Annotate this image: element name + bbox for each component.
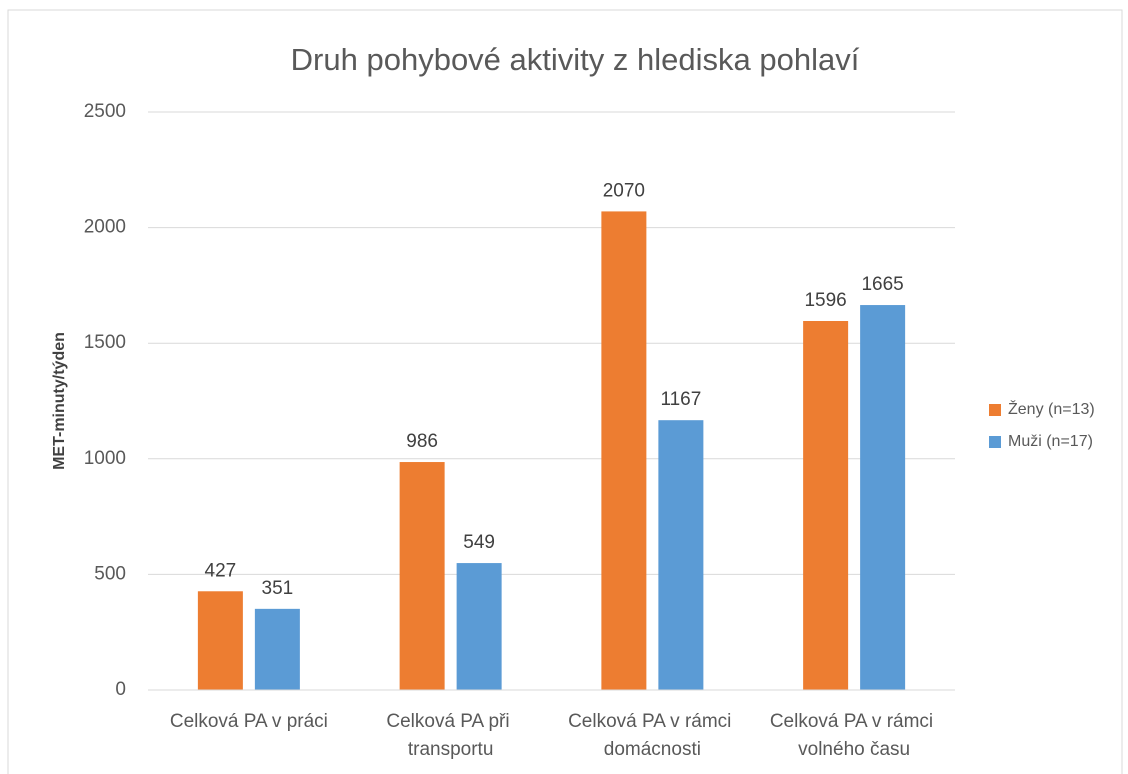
x-tick-label: Celková PA při transportu xyxy=(386,711,514,760)
bar xyxy=(658,420,704,690)
y-tick-label: 0 xyxy=(115,679,126,700)
data-label: 1665 xyxy=(861,274,903,295)
chart-border xyxy=(7,9,1123,774)
y-tick-label: 2000 xyxy=(84,217,126,238)
x-tick-label: Celková PA v práci xyxy=(170,711,328,732)
bar xyxy=(197,591,243,690)
bar xyxy=(254,608,300,690)
bar xyxy=(601,211,647,690)
data-label: 549 xyxy=(463,532,495,553)
y-axis-label: MET-minuty/týden xyxy=(51,332,68,470)
y-tick-label: 500 xyxy=(94,563,126,584)
bar xyxy=(803,321,849,690)
legend-swatch xyxy=(989,436,1001,448)
x-tick-label: Celková PA v rámci domácnosti xyxy=(568,711,737,760)
legend-label: Ženy (n=13) xyxy=(1008,399,1095,418)
data-label: 1596 xyxy=(804,290,846,311)
chart-title: Druh pohybové aktivity z hlediska pohlav… xyxy=(291,42,860,77)
data-label: 351 xyxy=(262,578,294,599)
data-label: 2070 xyxy=(603,180,645,201)
x-tick-label: Celková PA v rámci volného času xyxy=(770,711,939,760)
bar xyxy=(399,462,445,690)
bar xyxy=(860,305,906,690)
y-tick-label: 1500 xyxy=(84,332,126,353)
y-tick-label: 2500 xyxy=(84,101,126,122)
legend-label: Muži (n=17) xyxy=(1008,433,1093,450)
data-label: 1167 xyxy=(660,389,701,410)
legend-swatch xyxy=(989,404,1001,416)
bar xyxy=(456,563,502,690)
data-label: 427 xyxy=(205,560,237,581)
y-tick-label: 1000 xyxy=(84,448,126,469)
data-label: 986 xyxy=(406,431,438,452)
